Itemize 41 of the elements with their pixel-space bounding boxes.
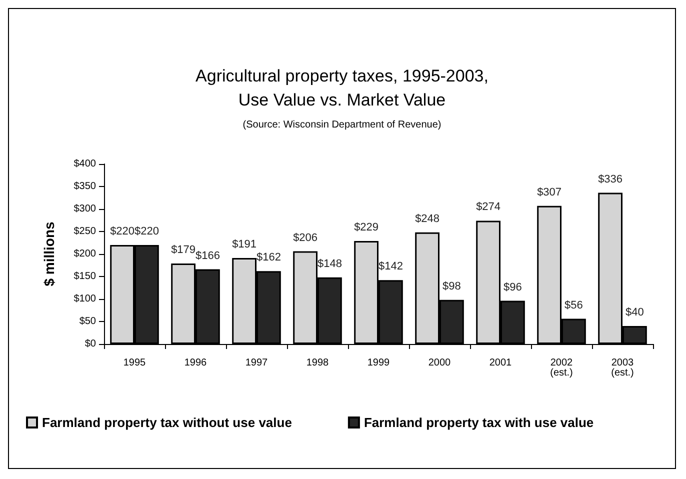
y-tick-label: $0 xyxy=(84,338,96,350)
y-tick-label: $400 xyxy=(74,158,96,170)
data-label: $56 xyxy=(564,299,583,312)
x-tick-label: 2002 (est.) xyxy=(550,358,574,378)
chart-title: Agricultural property taxes, 1995-2003, Use Value vs. Market Value xyxy=(196,66,488,110)
data-label: $162 xyxy=(256,252,281,264)
data-label: $98 xyxy=(442,280,461,292)
x-tick-label: 1999 xyxy=(367,358,390,368)
y-tick-label: $100 xyxy=(74,294,96,304)
data-label: $191 xyxy=(232,238,257,251)
x-tick-label: 2001 xyxy=(489,358,512,368)
y-tick-label: $250 xyxy=(74,226,96,237)
y-axis-title: $ millions xyxy=(41,222,57,286)
y-tick-label: $200 xyxy=(74,248,96,260)
legend-label: Farmland property tax without use value xyxy=(42,415,292,430)
data-label: $248 xyxy=(415,212,440,225)
x-tick-label: 1998 xyxy=(306,358,330,368)
x-tick-label: 2003 (est.) xyxy=(611,358,634,378)
data-label: $336 xyxy=(598,173,623,186)
data-label: $274 xyxy=(476,201,501,214)
data-label: $166 xyxy=(195,250,220,262)
y-tick-label: $300 xyxy=(74,204,96,214)
legend-label: Farmland property tax with use value xyxy=(364,415,594,430)
data-label: $142 xyxy=(378,260,403,273)
data-label: $206 xyxy=(293,232,318,244)
chart-subtitle: (Source: Wisconsin Department of Revenue) xyxy=(242,120,442,130)
data-label: $220 xyxy=(110,226,135,238)
data-label: $179 xyxy=(171,244,196,256)
data-label: $220 xyxy=(134,226,159,238)
y-tick-label: $50 xyxy=(79,316,96,327)
data-label: $229 xyxy=(354,221,379,234)
data-label: $40 xyxy=(626,306,644,318)
data-label: $148 xyxy=(317,258,342,270)
data-label: $96 xyxy=(504,281,522,294)
y-tick-label: $350 xyxy=(74,181,96,192)
y-tick-label: $150 xyxy=(74,271,96,282)
data-label: $307 xyxy=(537,186,562,198)
x-tick-label: 1997 xyxy=(245,358,268,368)
x-tick-label: 2000 xyxy=(428,358,452,368)
x-tick-label: 1996 xyxy=(184,358,208,368)
x-tick-label: 1995 xyxy=(123,358,146,368)
